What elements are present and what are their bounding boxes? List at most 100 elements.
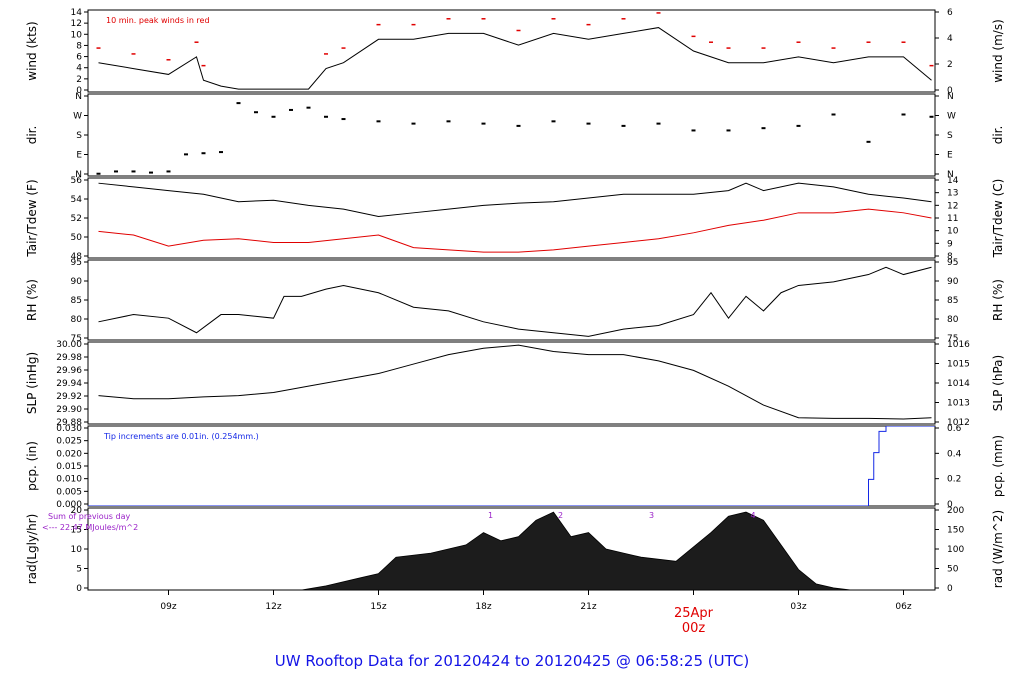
axis-label-right: SLP (hPa)	[991, 355, 1005, 411]
ytick-label-right: 2	[947, 60, 953, 70]
dir-point	[341, 118, 346, 121]
ytick-label-left: 12	[71, 19, 82, 29]
rad-marker: 4	[750, 511, 755, 520]
ytick-label-right: 100	[947, 545, 964, 555]
ytick-label-left: N	[75, 170, 82, 180]
ytick-label-left: 5	[76, 565, 82, 575]
ytick-label-left: 29.92	[56, 392, 82, 402]
ytick-label-left: 0.025	[56, 437, 82, 447]
ytick-label-left: 10	[71, 545, 83, 555]
ytick-label-left: 29.96	[56, 366, 82, 376]
ytick-label-right: 85	[947, 296, 958, 306]
ytick-label-right: 1015	[947, 360, 970, 370]
ytick-label-left: 2	[76, 75, 82, 85]
ytick-label-right: 1012	[947, 418, 970, 428]
dir-point	[551, 120, 556, 123]
axis-label-left: pcp. (in)	[25, 441, 39, 491]
dir-point	[271, 115, 276, 118]
dir-point	[114, 170, 118, 173]
dir-point	[866, 140, 871, 143]
axis-label-right: rad (W/m^2)	[991, 510, 1005, 588]
dir-point	[726, 129, 731, 132]
ytick-label-right: N	[947, 92, 954, 102]
panel-pcp: 0.000 0.005 0.010 0.015 0.020 0.025 0.030 0 0.2 0…	[25, 424, 1005, 510]
date-label: 25Apr	[674, 606, 714, 621]
ytick-label-left: 0.000	[56, 500, 82, 510]
dir-point	[691, 129, 696, 132]
ytick-label-right: 4	[947, 34, 953, 44]
axis-label-left: dir.	[25, 126, 39, 145]
dir-point	[376, 120, 381, 123]
ytick-label-right: 0.6	[947, 424, 962, 434]
plot-area	[301, 511, 852, 590]
ytick-label-right: 1014	[947, 379, 970, 389]
dir-point	[236, 102, 241, 105]
xtick-label: 18z	[475, 602, 491, 612]
ytick-label-left: 52	[71, 214, 82, 224]
ytick-label-left: 29.88	[56, 418, 82, 428]
ytick-label-left: 85	[71, 296, 82, 306]
dir-point	[96, 172, 101, 175]
dir-point	[796, 124, 801, 127]
ytick-label-left: 10	[71, 30, 83, 40]
axis-label-left: RH (%)	[25, 279, 39, 321]
ytick-label-left: 56	[71, 176, 83, 186]
dir-point	[411, 122, 416, 125]
dir-point	[324, 115, 328, 118]
ytick-label-right: 11	[947, 214, 958, 224]
plot-area	[98, 266, 932, 337]
rad-marker: 2	[558, 511, 563, 520]
ytick-label-left: 0.010	[56, 475, 82, 485]
dir-point	[289, 108, 293, 111]
ytick-label-right: 1016	[947, 340, 970, 350]
figure-title: UW Rooftop Data for 20120424 to 20120425…	[274, 652, 750, 670]
ytick-label-right: 12	[947, 201, 958, 211]
dir-point	[929, 115, 934, 118]
ytick-label-right: 0	[947, 584, 953, 594]
ytick-label-left: 95	[71, 258, 82, 268]
dir-point	[201, 152, 206, 155]
dir-point	[166, 170, 171, 173]
xtick-label: 15z	[370, 602, 386, 612]
ytick-label-right: 10	[947, 227, 959, 237]
ytick-label-left: N	[75, 92, 82, 102]
rad-sum-note: <--- 22.47 MJoules/m^2	[42, 523, 138, 532]
ytick-label-right: 0.4	[947, 449, 962, 459]
ytick-label-left: 29.90	[56, 405, 82, 415]
ytick-label-right: 13	[947, 189, 958, 199]
ytick-label-left: 0.020	[56, 449, 82, 459]
axis-label-right: Tair/Tdew (C)	[991, 179, 1005, 259]
ytick-label-right: 80	[947, 315, 959, 325]
ytick-label-right: 14	[947, 176, 959, 186]
ytick-label-right: 0	[947, 86, 953, 96]
ytick-label-right: 6	[947, 8, 953, 18]
dir-point	[586, 122, 591, 125]
ytick-label-left: 29.98	[56, 353, 82, 363]
dir-point	[149, 171, 153, 174]
ytick-label-right: 8	[947, 252, 953, 262]
dir-point	[219, 151, 223, 154]
ytick-label-left: 0.005	[56, 487, 82, 497]
ytick-label-right: 9	[947, 239, 953, 249]
dir-point	[254, 111, 258, 114]
dir-point	[481, 122, 486, 125]
ytick-label-left: 4	[76, 64, 82, 74]
axis-label-left: wind (kts)	[25, 21, 39, 80]
panel-frame	[87, 93, 936, 177]
slp-line	[98, 344, 932, 420]
ytick-label-left: 0.015	[56, 462, 82, 472]
axis-label-right: wind (m/s)	[991, 19, 1005, 83]
rad-note: Sum of previous day	[48, 512, 130, 521]
panel-frame	[87, 9, 936, 93]
rad-marker: 1	[488, 511, 493, 520]
ytick-label-right: W	[947, 112, 956, 122]
ytick-label-left: 0	[76, 584, 82, 594]
ytick-label-right: 200	[947, 506, 964, 516]
ytick-label-right: N	[947, 170, 954, 180]
ytick-label-right: 0.2	[947, 475, 961, 485]
axis-label-right: pcp. (mm)	[991, 435, 1005, 497]
dir-point	[761, 127, 766, 130]
